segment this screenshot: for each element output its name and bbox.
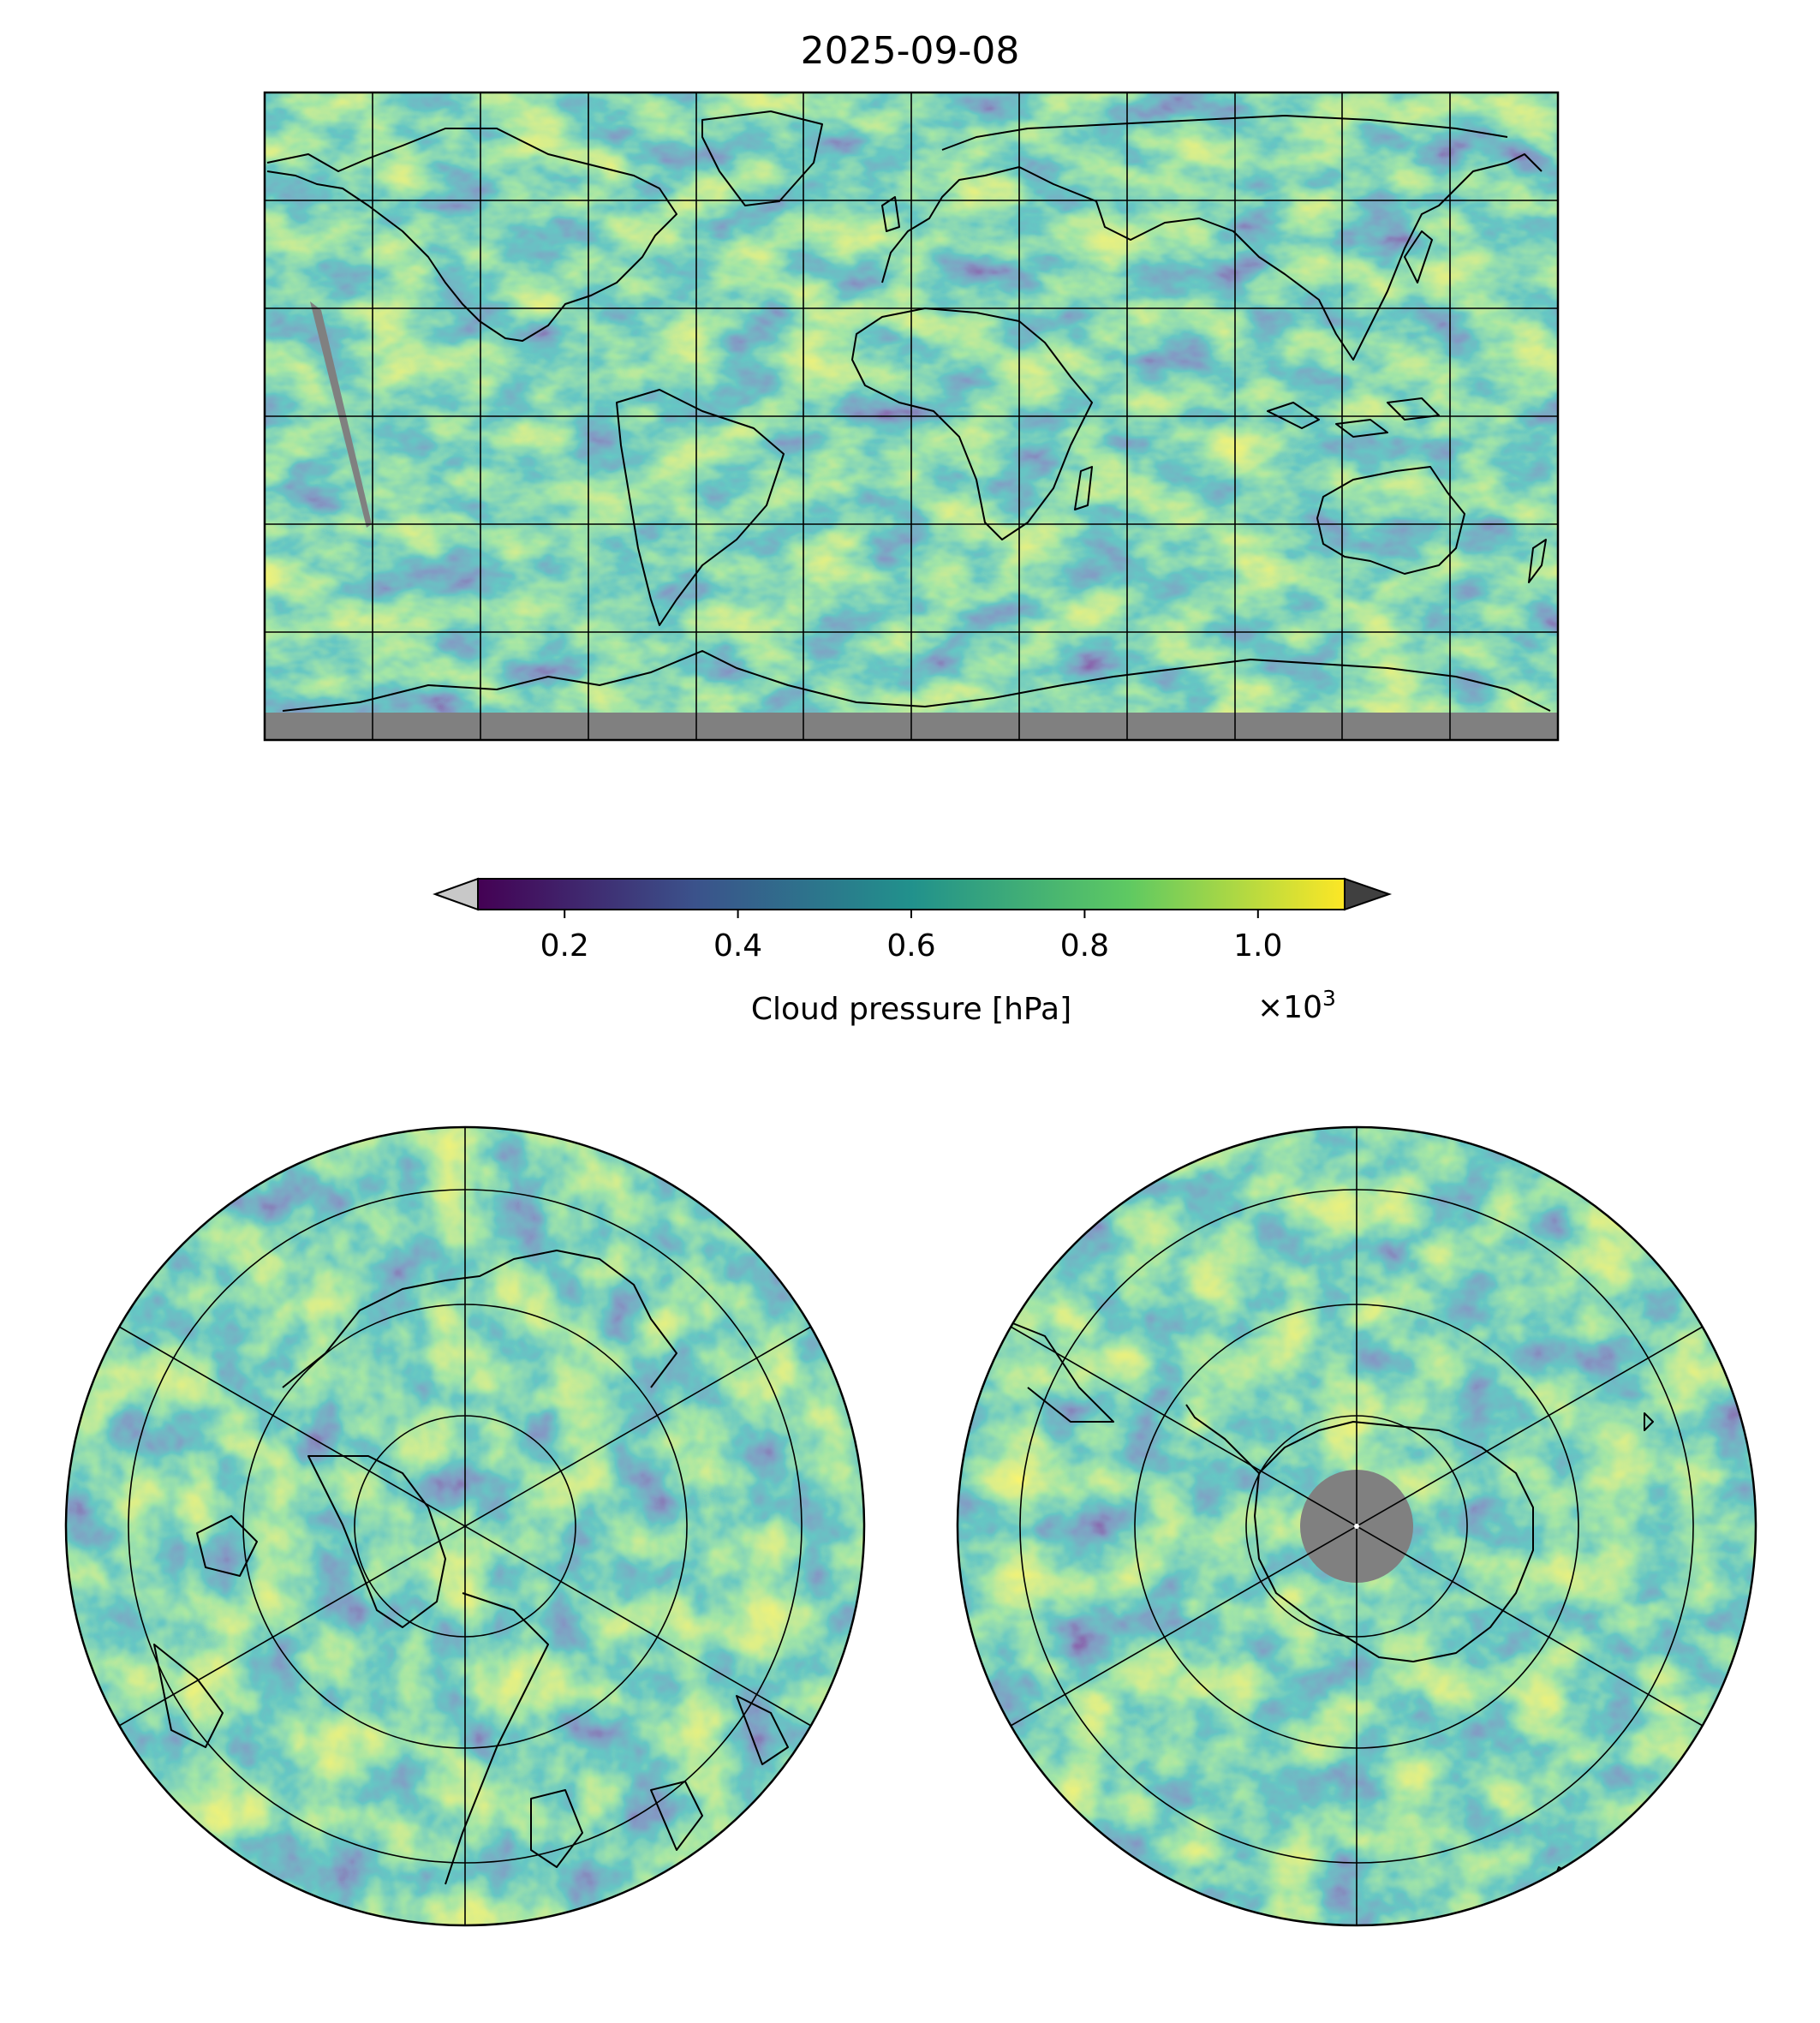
north-frame [64, 1125, 866, 1927]
north-graticule [118, 1127, 812, 1925]
colorbar-tick-label: 1.0 [1233, 928, 1282, 964]
north-polar-map [64, 1125, 866, 1927]
global-frame [263, 91, 1560, 742]
colorbar: 0.2 0.4 0.6 0.8 1.0 Cloud pressure [hPa] ×10… [433, 877, 1393, 1027]
colorbar-tick-label: 0.6 [886, 928, 935, 964]
colorbar-tick-label: 0.4 [713, 928, 762, 964]
colorbar-tick-label: 0.2 [540, 928, 589, 964]
global-map [263, 91, 1560, 742]
colorbar-gradient [477, 878, 1346, 910]
global-missing-swath [310, 301, 372, 528]
colorbar-offset-exponent: 3 [1322, 986, 1336, 1011]
south-polar-map [956, 1125, 1757, 1927]
colorbar-label: Cloud pressure [hPa] [751, 992, 1071, 1027]
north-coastlines [153, 1250, 789, 1885]
figure-title: 2025-09-08 [800, 29, 1020, 73]
colorbar-under-extension [433, 877, 479, 911]
colorbar-offset-text: ×103 [1257, 986, 1336, 1025]
south-frame [956, 1125, 1757, 1927]
global-graticule [265, 92, 1558, 740]
south-pole-marker [1354, 1524, 1359, 1529]
colorbar-ticks: 0.2 0.4 0.6 0.8 1.0 [540, 910, 1282, 964]
global-coastlines [266, 110, 1551, 712]
colorbar-tick-label: 0.8 [1060, 928, 1109, 964]
colorbar-offset-base: ×10 [1257, 990, 1322, 1025]
colorbar-over-extension [1344, 877, 1393, 911]
